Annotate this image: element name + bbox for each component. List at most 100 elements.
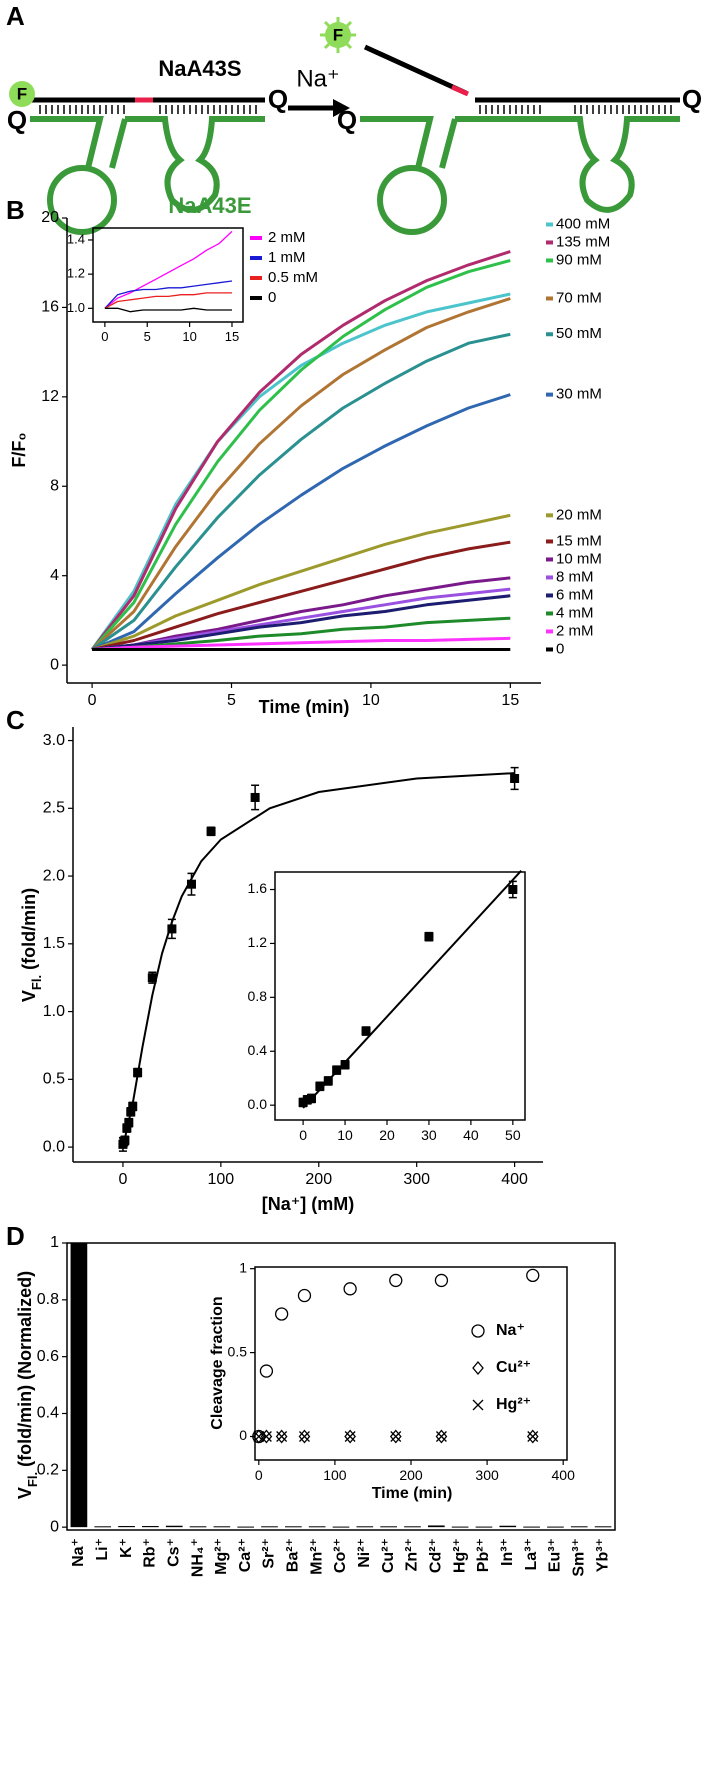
y-axis-title-unit: (fold/min) — [19, 888, 39, 975]
bar — [285, 1526, 302, 1528]
enzyme-strand — [109, 118, 128, 169]
x-tick-label: K⁺ — [118, 1538, 135, 1558]
x-tick-label: Na⁺ — [70, 1538, 87, 1567]
cofactor-label: Na⁺ — [296, 65, 339, 92]
data-point — [186, 879, 196, 889]
y-axis-title: Cleavage fraction — [209, 1296, 226, 1429]
data-point — [120, 1135, 130, 1145]
series-end-label: 70 mM — [556, 289, 602, 306]
y-tick-label: 1 — [50, 1234, 59, 1251]
bar — [165, 1525, 183, 1528]
series-end-label: 90 mM — [556, 251, 602, 268]
series-line — [90, 292, 511, 651]
data-point — [315, 1081, 325, 1091]
enzyme-strand — [360, 116, 680, 213]
quencher-label: Q — [7, 105, 27, 135]
y-tick-label: 3.0 — [43, 732, 65, 749]
data-point — [122, 1123, 132, 1133]
plot-frame — [274, 871, 526, 1121]
quencher-label: Q — [268, 84, 288, 114]
y-tick-label: 20 — [41, 209, 59, 226]
legend-marker — [471, 1324, 485, 1338]
y-tick-label: 8 — [50, 477, 59, 494]
data-point — [390, 1431, 402, 1442]
x-tick-label: 100 — [323, 1467, 347, 1483]
data-point — [526, 1268, 540, 1283]
data-point — [147, 973, 157, 983]
legend-marker — [472, 1360, 484, 1376]
y-axis-title-main: Cleavage fraction — [209, 1296, 226, 1429]
legend-marker — [472, 1399, 484, 1411]
data-point — [344, 1429, 356, 1444]
data-point — [323, 1076, 333, 1086]
bar — [475, 1526, 493, 1528]
data-point — [128, 1101, 138, 1111]
plot-frame — [92, 227, 244, 323]
legend-label: 1 mM — [268, 249, 306, 266]
x-tick-label: Rb⁺ — [142, 1538, 159, 1568]
bar — [94, 1526, 112, 1528]
x-tick-label: 0 — [255, 1467, 263, 1483]
y-tick-label: 2.0 — [43, 867, 65, 884]
y-tick-label: 0.0 — [248, 1096, 268, 1112]
fluorophore — [325, 22, 351, 48]
data-point — [434, 1273, 449, 1288]
bar — [118, 1526, 135, 1528]
x-tick-label: Mg²⁺ — [213, 1538, 230, 1575]
series-end-label: 135 mM — [556, 233, 610, 250]
series-end-label: 30 mM — [556, 386, 602, 403]
x-tick-label: 100 — [208, 1171, 235, 1188]
y-tick-label: 0.0 — [43, 1138, 65, 1155]
x-tick-label: 15 — [501, 692, 519, 709]
series-end-label: 50 mM — [556, 325, 602, 342]
fit-line — [121, 772, 515, 1148]
bar — [308, 1526, 326, 1528]
y-tick-label: 0.8 — [37, 1291, 59, 1308]
series-end-label: 0 — [556, 640, 564, 657]
series-line — [91, 297, 511, 651]
y-tick-label: 0.2 — [37, 1462, 59, 1479]
data-point — [435, 1431, 447, 1442]
bar — [332, 1526, 350, 1528]
enzyme-strand — [30, 116, 265, 213]
y-tick-label: 1.5 — [43, 935, 65, 952]
legend-label: Na⁺ — [496, 1322, 525, 1339]
y-tick-label: 1 — [239, 1259, 247, 1275]
x-tick-label: Cu²⁺ — [380, 1538, 397, 1573]
x-tick-label: 0 — [101, 329, 108, 344]
x-tick-label: Yb³⁺ — [594, 1538, 611, 1572]
x-tick-label: Pb²⁺ — [475, 1538, 492, 1572]
series-line — [91, 332, 511, 651]
x-tick-label: Co²⁺ — [332, 1538, 349, 1573]
series-line — [104, 307, 232, 313]
y-tick-label: 0.4 — [37, 1405, 59, 1422]
x-tick-label: Hg²⁺ — [451, 1538, 468, 1573]
data-point — [297, 1288, 312, 1303]
quencher-label: Q — [337, 105, 357, 135]
x-tick-label: Li⁺ — [94, 1538, 111, 1561]
x-tick-label: 400 — [552, 1467, 576, 1483]
series-end-label: 10 mM — [556, 550, 602, 567]
data-point — [260, 1431, 272, 1442]
bar — [451, 1526, 469, 1528]
y-axis-title-main: V — [19, 990, 39, 1002]
x-tick-label: Cs⁺ — [165, 1538, 182, 1567]
data-point — [508, 885, 518, 895]
data-point — [126, 1107, 136, 1117]
bar — [523, 1526, 540, 1528]
bar — [594, 1526, 612, 1528]
x-tick-label: La³⁺ — [523, 1538, 540, 1570]
x-tick-label: 0 — [118, 1171, 127, 1188]
legend-label: Hg²⁺ — [496, 1396, 531, 1413]
x-tick-label: Ni²⁺ — [356, 1538, 373, 1568]
bar — [189, 1526, 207, 1528]
y-axis-title-main: V — [15, 1487, 35, 1499]
y-tick-label: 0.8 — [248, 988, 268, 1004]
y-tick-label: 0.4 — [248, 1042, 268, 1058]
x-tick-label: 300 — [403, 1171, 430, 1188]
bar — [570, 1526, 588, 1528]
panel-label: A — [6, 1, 25, 31]
x-tick-label: Ca²⁺ — [237, 1538, 254, 1572]
data-point — [527, 1431, 539, 1442]
